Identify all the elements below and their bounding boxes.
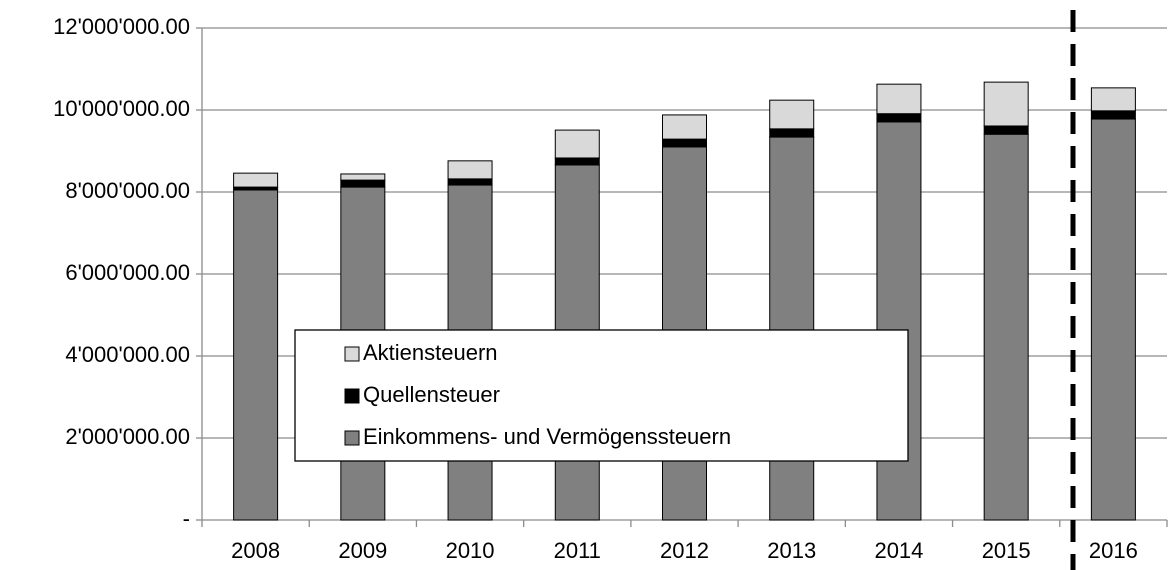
x-tick-label: 2016	[1089, 538, 1138, 563]
x-tick-label: 2014	[874, 538, 923, 563]
bar-segment	[662, 138, 707, 148]
bar-segment	[233, 189, 279, 521]
bar-segment	[769, 128, 815, 138]
bar-segment	[340, 173, 386, 181]
bar-segment	[876, 113, 922, 123]
bar-segment	[1090, 110, 1136, 120]
bar-segment	[554, 157, 600, 166]
x-tick-label: 2011	[554, 538, 601, 563]
bar-segment	[662, 114, 707, 140]
x-tick-label: 2008	[231, 538, 280, 563]
legend-swatch	[344, 346, 360, 362]
y-tick-label: 8'000'000.00	[65, 178, 190, 203]
legend-swatch	[344, 430, 360, 446]
bar-segment	[983, 133, 1029, 521]
y-tick-label: 12'000'000.00	[53, 14, 190, 39]
bar-segment	[769, 136, 815, 521]
bar-segment	[233, 172, 279, 188]
bar-segment	[769, 99, 815, 130]
x-tick-label: 2013	[767, 538, 816, 563]
legend-label: Einkommens- und Vermögenssteuern	[363, 424, 731, 449]
y-tick-label: 4'000'000.00	[65, 342, 190, 367]
x-tick-label: 2009	[338, 538, 387, 563]
bar-segment	[1090, 87, 1136, 112]
x-tick-label: 2010	[446, 538, 495, 563]
y-tick-label: 6'000'000.00	[65, 260, 190, 285]
y-tick-label: 2'000'000.00	[65, 424, 190, 449]
y-tick-label: -	[183, 506, 190, 531]
bar-segment	[1090, 118, 1136, 521]
x-tick-label: 2015	[982, 538, 1031, 563]
x-tick-label: 2012	[660, 538, 709, 563]
legend-box	[294, 329, 909, 462]
bar-segment	[554, 129, 600, 159]
bar-segment	[340, 179, 386, 188]
y-tick-label: 10'000'000.00	[53, 96, 190, 121]
legend-label: Quellensteuer	[363, 382, 500, 407]
legend-swatch	[344, 388, 360, 404]
bar-segment	[447, 160, 493, 180]
bar-segment	[983, 125, 1029, 135]
bar-segment	[876, 83, 922, 115]
bar-segment	[983, 81, 1029, 127]
bar-segment	[447, 178, 493, 186]
legend-label: Aktiensteuern	[363, 340, 498, 365]
